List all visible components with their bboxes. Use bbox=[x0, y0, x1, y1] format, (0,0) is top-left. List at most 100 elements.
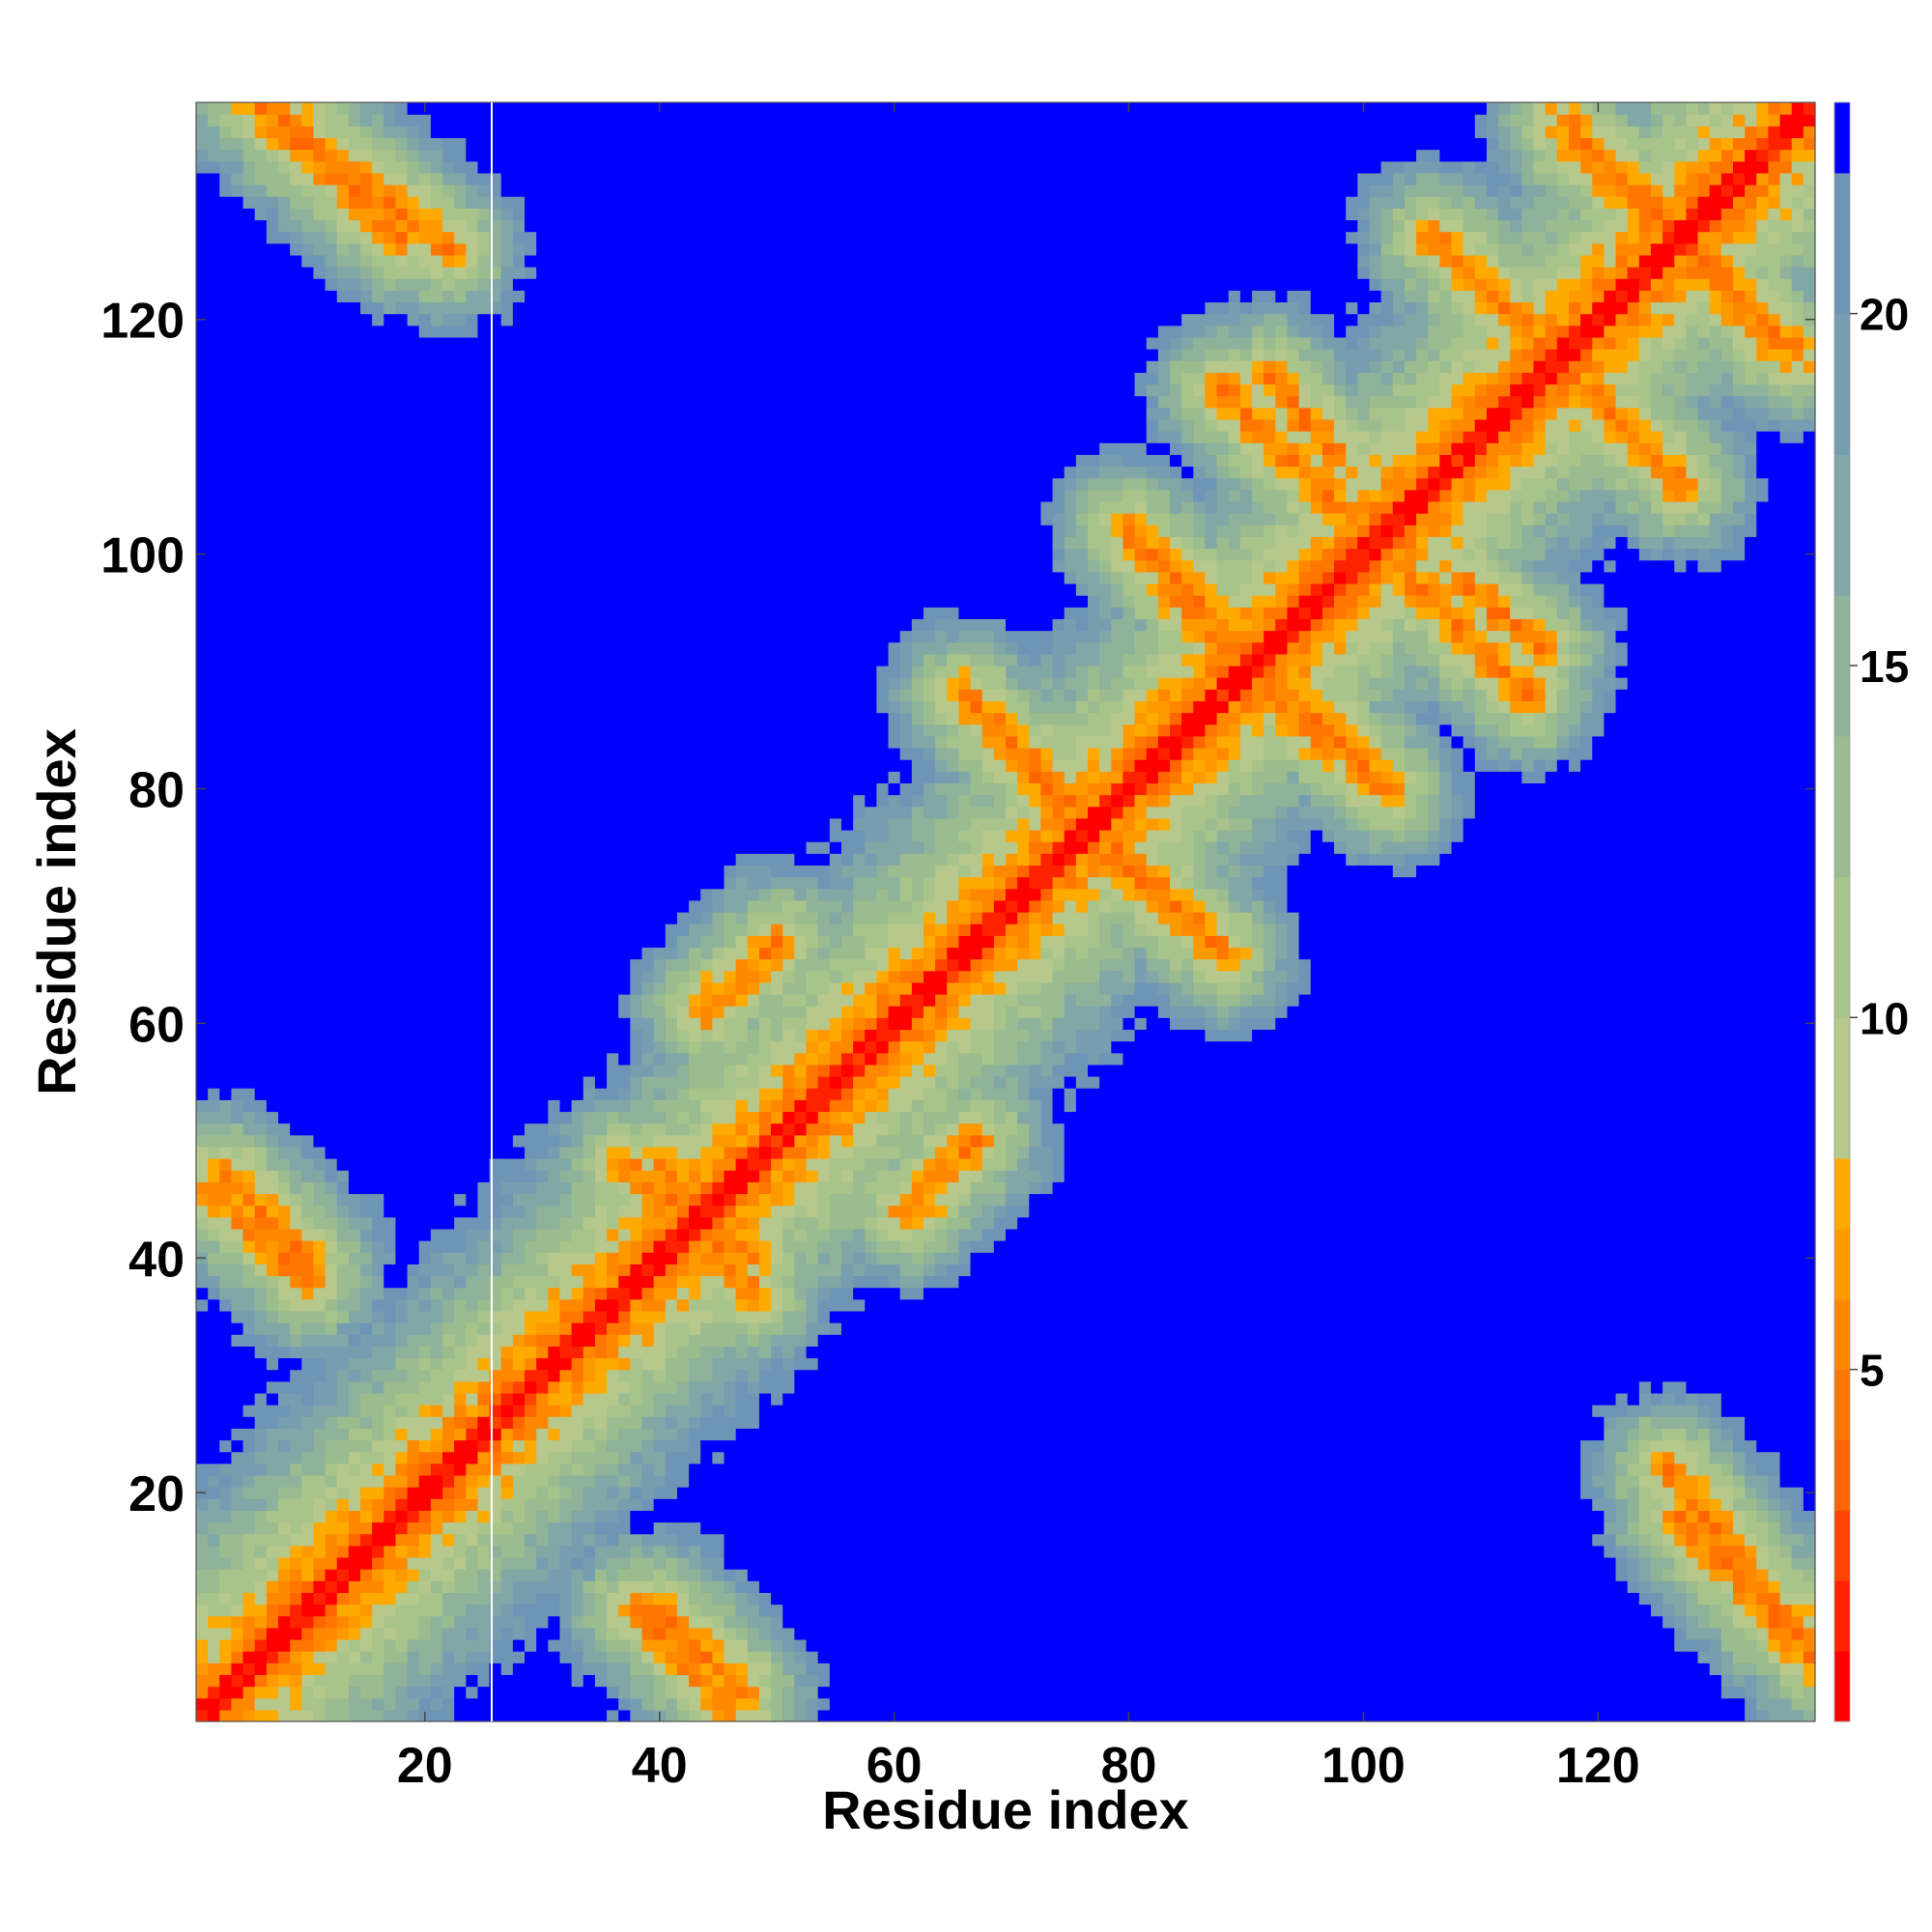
heatmap-cell bbox=[278, 525, 291, 537]
heatmap-cell bbox=[372, 1099, 384, 1113]
heatmap-cell bbox=[582, 782, 596, 796]
heatmap-cell bbox=[594, 1451, 608, 1464]
heatmap-cell bbox=[571, 1029, 584, 1042]
heatmap-cell bbox=[196, 1697, 209, 1711]
heatmap-cell bbox=[430, 466, 443, 479]
heatmap-cell bbox=[466, 1416, 479, 1429]
heatmap-cell bbox=[582, 1170, 596, 1182]
heatmap-cell bbox=[384, 1357, 397, 1371]
heatmap-cell bbox=[301, 876, 315, 890]
heatmap-cell bbox=[559, 618, 573, 632]
heatmap-cell bbox=[582, 1275, 596, 1289]
heatmap-cell bbox=[360, 771, 373, 783]
heatmap-cell bbox=[266, 712, 279, 725]
heatmap-cell bbox=[348, 607, 361, 619]
heatmap-cell bbox=[301, 700, 315, 714]
heatmap-cell bbox=[582, 1334, 596, 1347]
heatmap-cell bbox=[242, 1556, 256, 1570]
heatmap-cell bbox=[418, 114, 432, 127]
heatmap-cell bbox=[548, 418, 561, 432]
heatmap-cell bbox=[266, 571, 279, 584]
heatmap-cell bbox=[266, 290, 279, 303]
heatmap-cell bbox=[466, 1181, 479, 1195]
heatmap-cell bbox=[266, 137, 279, 151]
heatmap-cell bbox=[360, 536, 373, 550]
heatmap-cell bbox=[278, 653, 291, 667]
heatmap-cell bbox=[231, 630, 244, 643]
heatmap-cell bbox=[208, 1076, 220, 1089]
heatmap-cell bbox=[454, 970, 467, 983]
heatmap-cell bbox=[336, 912, 350, 924]
heatmap-cell bbox=[290, 735, 302, 749]
heatmap-cell bbox=[536, 806, 549, 819]
heatmap-cell bbox=[208, 1228, 220, 1241]
heatmap-cell bbox=[607, 724, 619, 737]
heatmap-cell bbox=[536, 1040, 549, 1054]
heatmap-cell bbox=[242, 1122, 256, 1136]
heatmap-cell bbox=[582, 1088, 596, 1100]
heatmap-cell bbox=[512, 1592, 526, 1605]
heatmap-cell bbox=[466, 548, 479, 561]
heatmap-cell bbox=[219, 1416, 233, 1429]
heatmap-cell bbox=[219, 923, 233, 936]
heatmap-cell bbox=[559, 1674, 573, 1688]
heatmap-cell bbox=[384, 1088, 397, 1100]
heatmap-cell bbox=[454, 1298, 467, 1312]
heatmap-cell bbox=[477, 114, 491, 127]
heatmap-cell bbox=[477, 1662, 491, 1676]
heatmap-cell bbox=[313, 782, 327, 796]
heatmap-cell bbox=[466, 1405, 479, 1417]
heatmap-cell bbox=[454, 290, 467, 303]
heatmap-cell bbox=[325, 1146, 338, 1159]
heatmap-cell bbox=[325, 1275, 338, 1289]
heatmap-cell bbox=[313, 970, 327, 983]
heatmap-cell bbox=[336, 1146, 350, 1159]
heatmap-cell bbox=[512, 114, 526, 127]
heatmap-cell bbox=[290, 477, 302, 491]
heatmap-cell bbox=[290, 1545, 302, 1558]
heatmap-cell bbox=[360, 196, 373, 209]
heatmap-cell bbox=[290, 454, 302, 468]
heatmap-cell bbox=[477, 641, 491, 655]
heatmap-cell bbox=[466, 1369, 479, 1382]
heatmap-cell bbox=[242, 747, 256, 760]
heatmap-cell bbox=[325, 548, 338, 561]
heatmap-cell bbox=[242, 242, 256, 256]
heatmap-cell bbox=[384, 372, 397, 385]
heatmap-cell bbox=[559, 641, 573, 655]
heatmap-cell bbox=[360, 1521, 373, 1535]
heatmap-cell bbox=[301, 1122, 315, 1136]
heatmap-cell bbox=[278, 970, 291, 983]
heatmap-cell bbox=[325, 149, 338, 162]
heatmap-cell bbox=[360, 1076, 373, 1089]
heatmap-cell bbox=[325, 1474, 338, 1488]
heatmap-cell bbox=[559, 700, 573, 714]
heatmap-cell bbox=[384, 912, 397, 924]
heatmap-cell bbox=[442, 689, 455, 701]
heatmap-cell bbox=[313, 1451, 327, 1464]
heatmap-cell bbox=[336, 102, 350, 115]
heatmap-cell bbox=[254, 1662, 268, 1676]
heatmap-cell bbox=[418, 841, 432, 854]
heatmap-cell bbox=[536, 1627, 549, 1640]
heatmap-cell bbox=[418, 1287, 432, 1300]
heatmap-cell bbox=[384, 1369, 397, 1382]
heatmap-cell bbox=[278, 1638, 291, 1652]
heatmap-cell bbox=[208, 970, 220, 983]
heatmap-cell bbox=[430, 853, 443, 867]
heatmap-cell bbox=[325, 865, 338, 878]
heatmap-cell bbox=[208, 372, 220, 385]
heatmap-cell bbox=[360, 618, 373, 632]
heatmap-cell bbox=[395, 1334, 409, 1347]
heatmap-cell bbox=[536, 1533, 549, 1547]
heatmap-cell bbox=[536, 618, 549, 632]
heatmap-cell bbox=[571, 630, 584, 643]
heatmap-cell bbox=[325, 582, 338, 596]
heatmap-cell bbox=[313, 1674, 327, 1688]
heatmap-cell bbox=[442, 325, 455, 338]
heatmap-cell bbox=[466, 1392, 479, 1406]
heatmap-cell bbox=[454, 407, 467, 420]
heatmap-cell bbox=[466, 829, 479, 842]
heatmap-cell bbox=[242, 1510, 256, 1523]
heatmap-cell bbox=[372, 1615, 384, 1629]
